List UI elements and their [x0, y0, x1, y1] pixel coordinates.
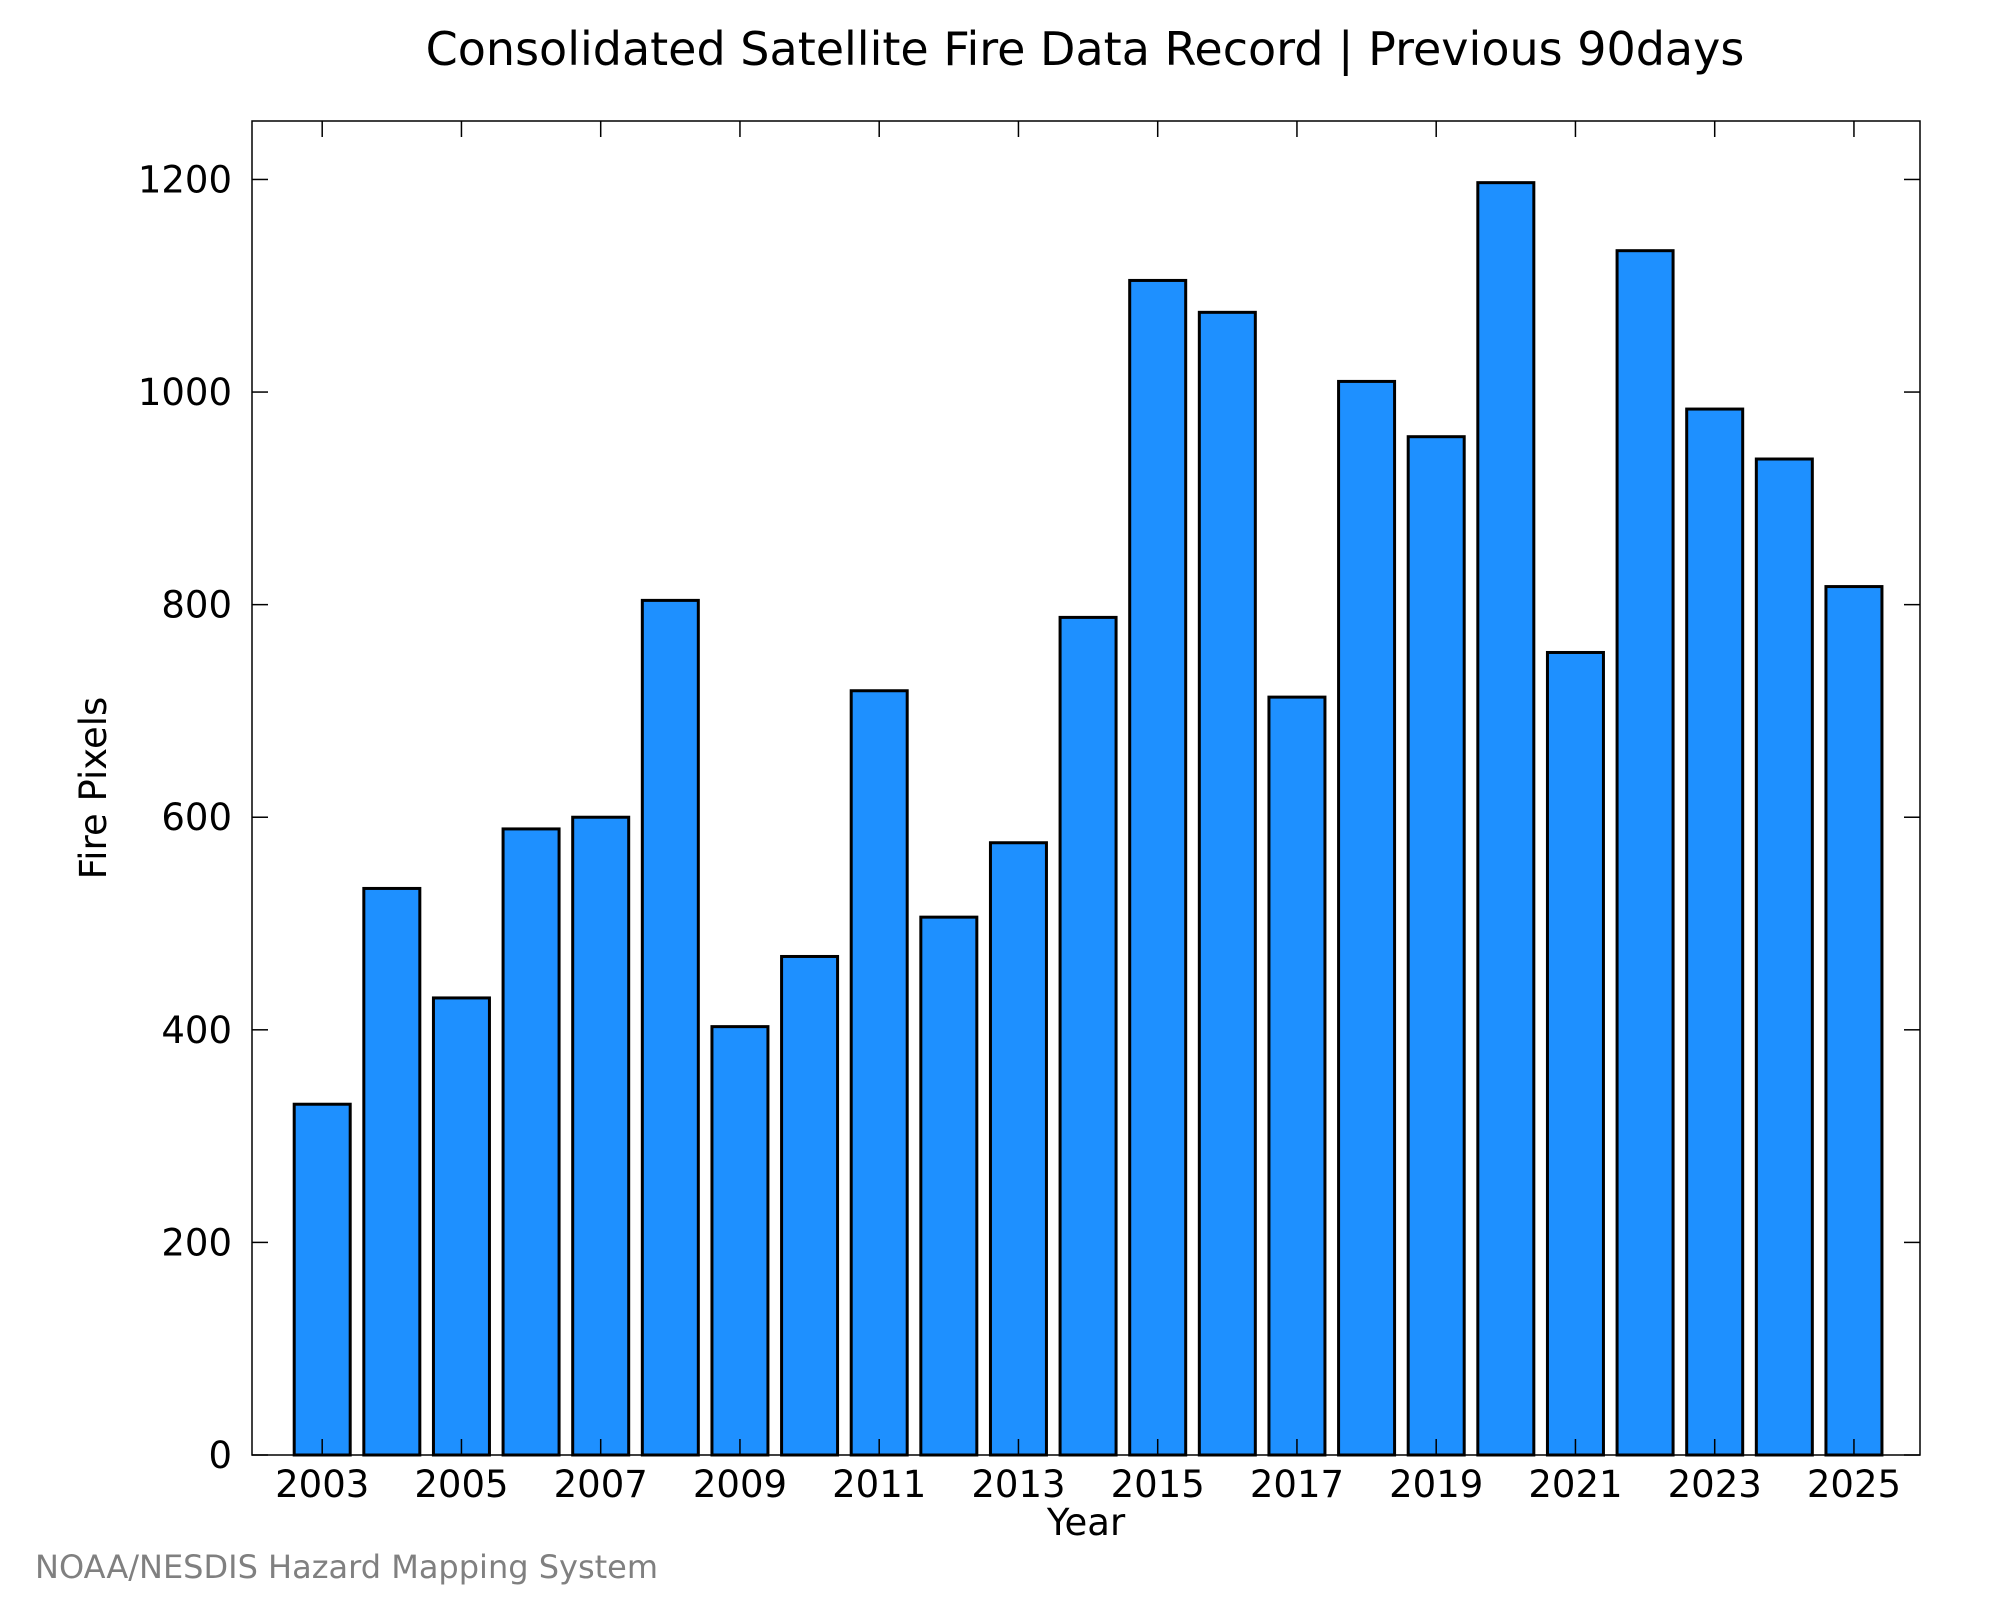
x-tick-label-2025: 2025	[1807, 1463, 1901, 1506]
y-tick-label-1000: 1000	[138, 371, 232, 414]
bar-2016	[1197, 310, 1257, 1457]
ticks-group: 2003 2005 2007 2009 2011 2013 2015 2017 2019 2021…	[138, 121, 1920, 1506]
bar-2009	[710, 1025, 770, 1457]
bar-2007	[571, 815, 631, 1457]
bars-group	[292, 181, 1884, 1457]
bar-2017	[1267, 695, 1327, 1457]
x-tick-label-2015: 2015	[1111, 1463, 1205, 1506]
y-tick-label-0: 0	[208, 1434, 232, 1477]
bar-2022	[1615, 249, 1675, 1457]
bar-2015	[1128, 278, 1188, 1457]
y-tick-label-800: 800	[161, 584, 232, 627]
x-tick-label-2005: 2005	[414, 1463, 508, 1506]
bar-2014	[1058, 615, 1118, 1457]
x-tick-label-2017: 2017	[1250, 1463, 1344, 1506]
bar-2020	[1476, 181, 1536, 1457]
x-tick-label-2019: 2019	[1389, 1463, 1483, 1506]
bar-2019	[1406, 435, 1466, 1457]
y-tick-label-600: 600	[161, 796, 232, 839]
x-tick-label-2021: 2021	[1528, 1463, 1622, 1506]
x-tick-label-2013: 2013	[971, 1463, 1065, 1506]
x-tick-label-2011: 2011	[832, 1463, 926, 1506]
bar-2023	[1685, 407, 1745, 1457]
bar-2010	[780, 954, 840, 1457]
bar-2021	[1545, 650, 1605, 1457]
bar-2006	[501, 827, 561, 1457]
bar-2012	[919, 915, 979, 1457]
y-tick-label-400: 400	[161, 1009, 232, 1052]
x-tick-label-2007: 2007	[554, 1463, 648, 1506]
bar-2018	[1337, 379, 1397, 1457]
bar-2025	[1824, 585, 1884, 1457]
bar-2008	[640, 598, 700, 1457]
y-tick-label-1200: 1200	[138, 158, 232, 201]
bar-2003	[292, 1102, 352, 1457]
x-tick-label-2003: 2003	[275, 1463, 369, 1506]
x-axis-label: Year	[1046, 1501, 1126, 1544]
x-tick-label-2009: 2009	[693, 1463, 787, 1506]
bar-2024	[1754, 457, 1814, 1457]
bar-2005	[431, 996, 491, 1457]
bar-2004	[362, 886, 422, 1457]
chart-title: Consolidated Satellite Fire Data Record …	[426, 22, 1745, 77]
bar-2013	[988, 841, 1048, 1457]
credit-text: NOAA/NESDIS Hazard Mapping System	[35, 1548, 658, 1586]
bar-2011	[849, 689, 909, 1457]
y-axis-label: Fire Pixels	[72, 697, 115, 880]
x-tick-label-2023: 2023	[1668, 1463, 1762, 1506]
y-tick-label-200: 200	[161, 1221, 232, 1264]
